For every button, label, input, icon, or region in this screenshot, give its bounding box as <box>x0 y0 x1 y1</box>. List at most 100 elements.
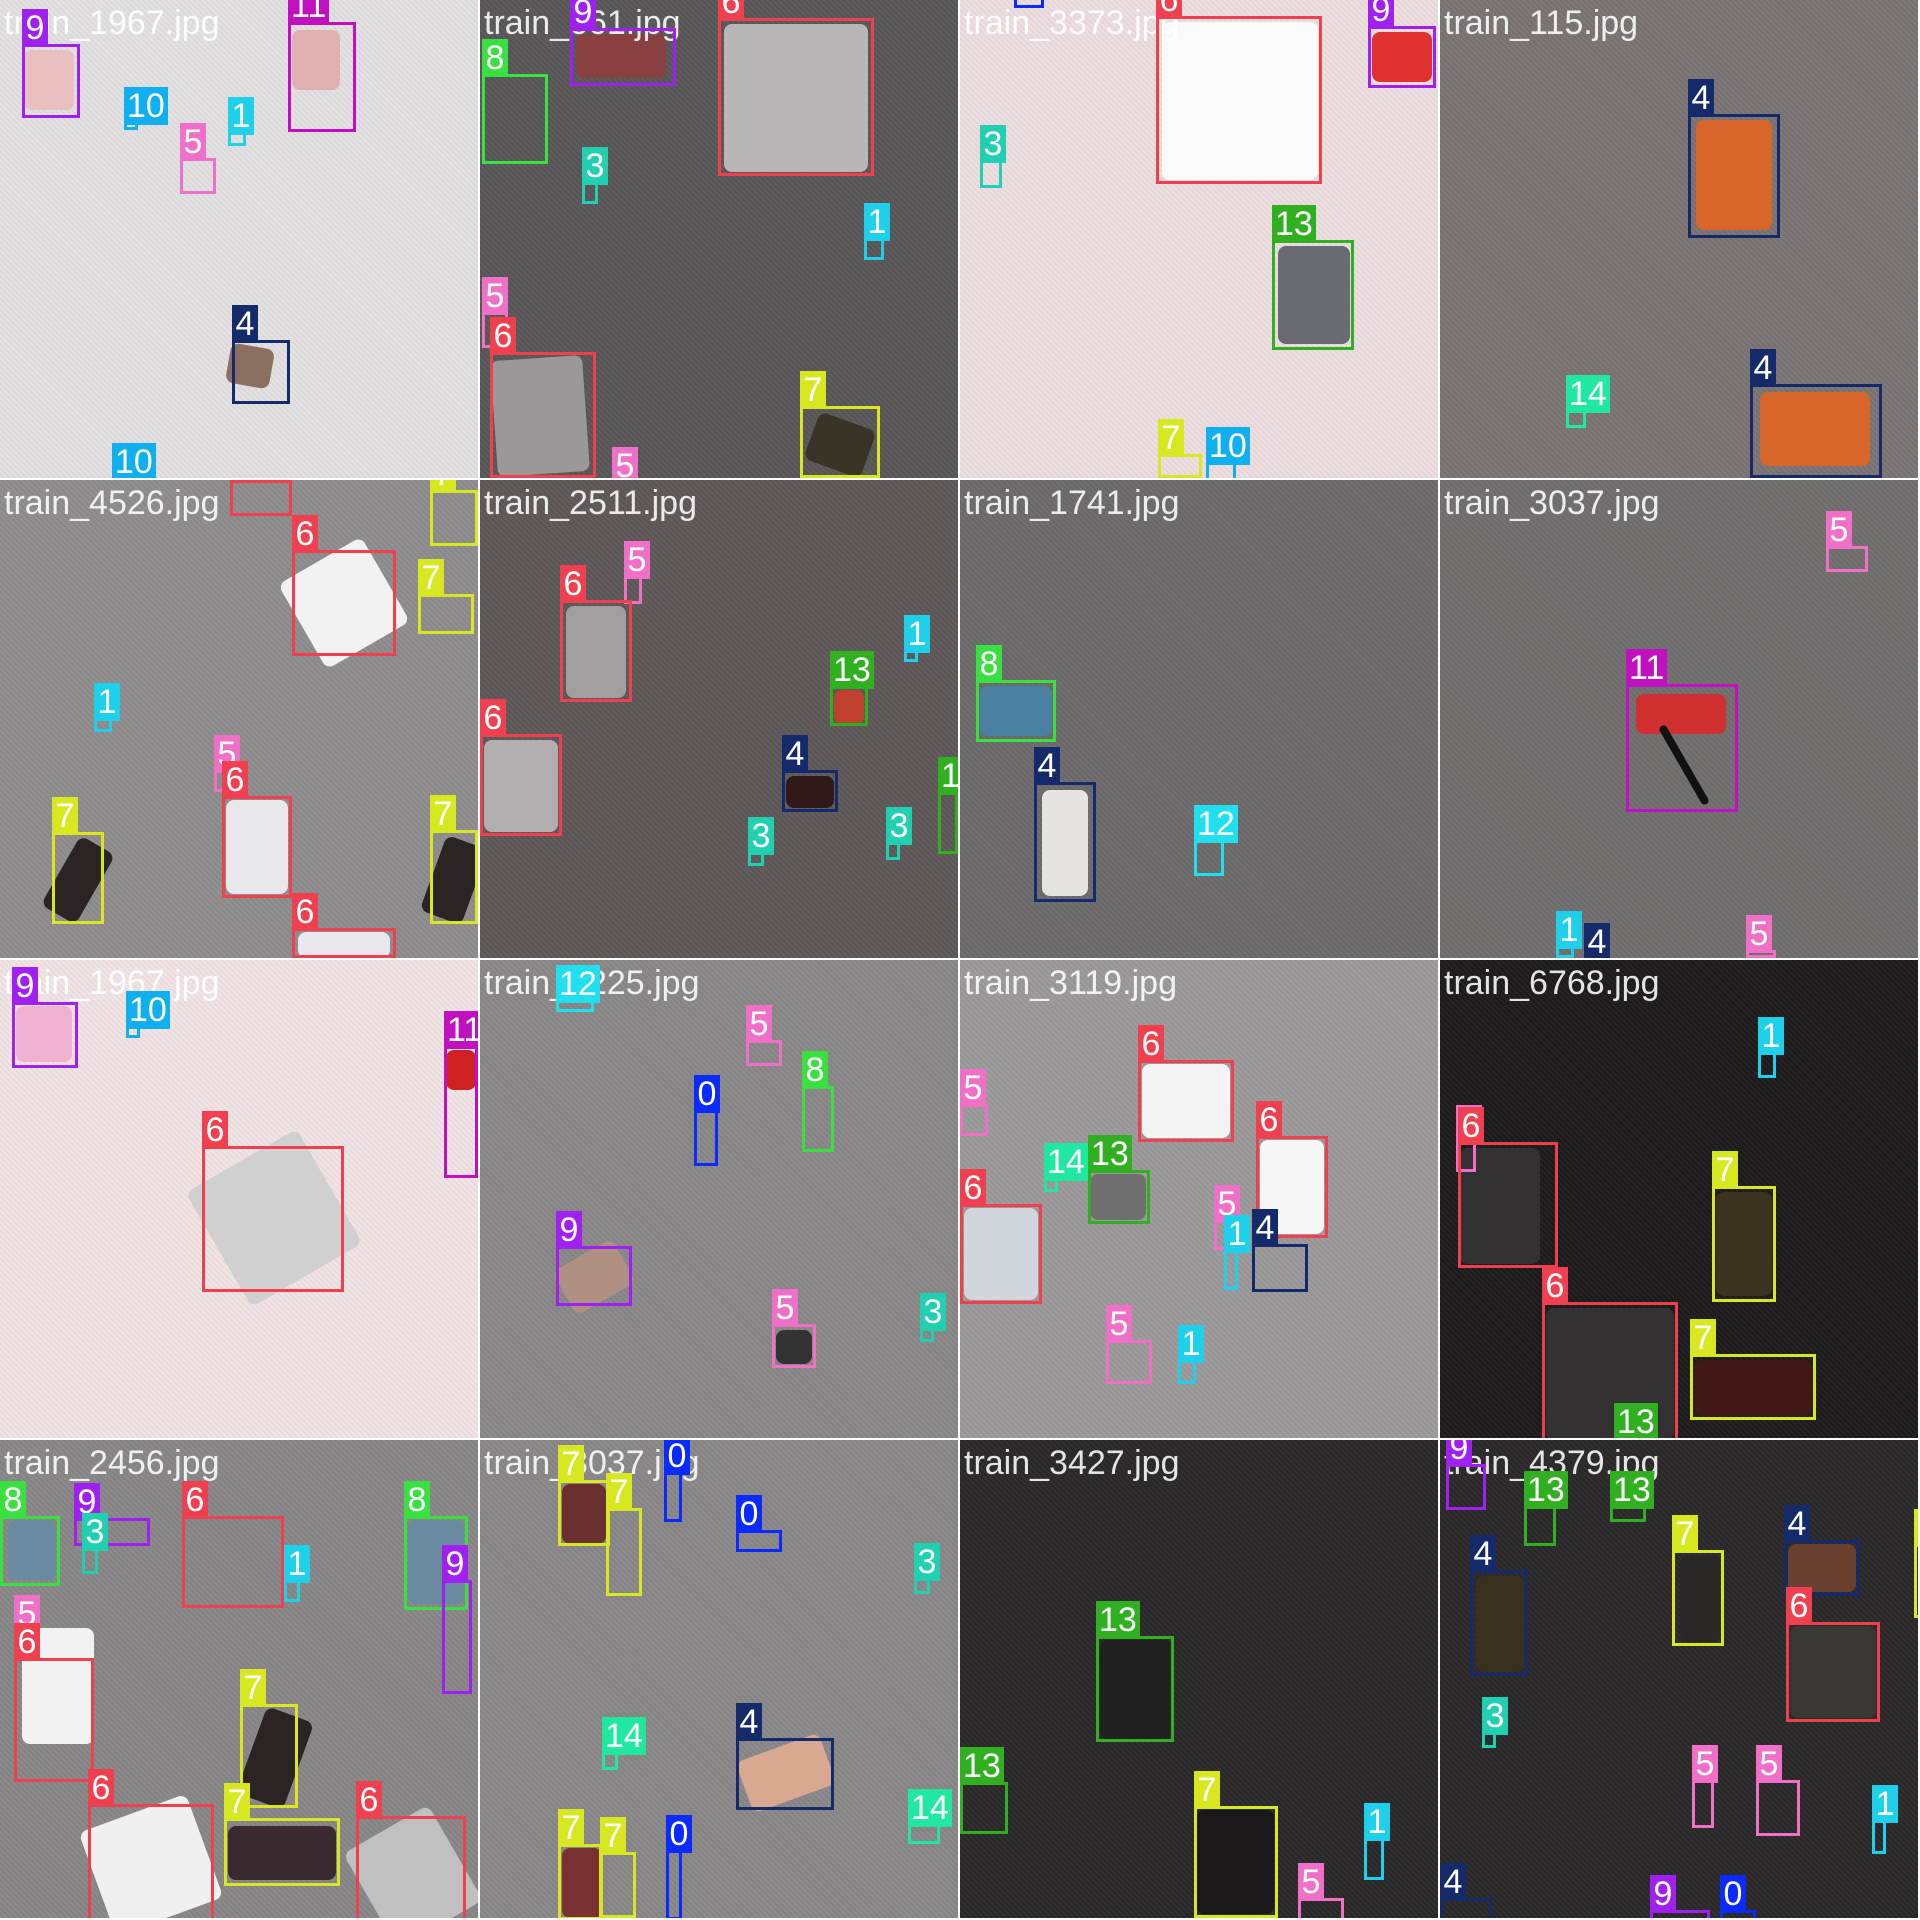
scene-object <box>786 776 834 808</box>
class-label: 5 <box>1826 511 1852 549</box>
bounding-box: 0 <box>736 1495 782 1552</box>
bounding-box: 11 <box>444 1011 478 1178</box>
class-label: 4 <box>1034 747 1060 785</box>
class-label: 4 <box>1470 1535 1496 1573</box>
bounding-box: 4 <box>1688 79 1780 238</box>
bounding-box: 9 <box>1446 1440 1486 1510</box>
scene-object <box>298 932 390 958</box>
class-label: 12 <box>1194 805 1238 843</box>
scene-object <box>1696 120 1772 230</box>
class-label: 14 <box>908 1789 952 1827</box>
bounding-box: 1 <box>904 615 930 662</box>
bounding-box: 13 <box>938 757 958 854</box>
class-label: 3 <box>748 817 774 855</box>
class-label: 4 <box>1688 79 1714 117</box>
class-label: 5 <box>960 1069 986 1107</box>
bounding-box: 5 <box>746 1005 782 1066</box>
bounding-box: 13 <box>830 651 874 726</box>
image-tile: train_3119.jpg 6 5 14 13 6 6 5 4 1 5 1 <box>960 960 1438 1438</box>
bounding-box: 7 <box>430 480 478 546</box>
class-label: 1 <box>1178 1325 1204 1363</box>
class-label: 5 <box>772 1289 798 1327</box>
bounding-box: 4 <box>1784 1505 1860 1596</box>
scene-object <box>834 690 864 724</box>
class-label: 6 <box>1156 0 1182 19</box>
scene-object <box>292 30 340 90</box>
bounding-box: 12 <box>556 965 600 1012</box>
bounding-box: 11 <box>288 0 356 132</box>
bounding-box: 1 <box>1758 1017 1784 1078</box>
bounding-box: 7 <box>1672 1515 1724 1646</box>
bounding-box: 3 <box>1482 1697 1508 1748</box>
bounding-box: 13 <box>1272 205 1354 350</box>
class-label: 6 <box>356 1781 382 1819</box>
class-label: 14 <box>602 1717 646 1755</box>
class-label: 5 <box>612 447 638 478</box>
class-label: 14 <box>1044 1143 1088 1181</box>
class-label: 7 <box>558 1809 584 1847</box>
bounding-box: 6 <box>292 893 396 958</box>
class-label: 9 <box>1446 1440 1472 1467</box>
tile-filename: train_2511.jpg <box>484 484 697 522</box>
class-label: 8 <box>802 1051 828 1089</box>
scene-object <box>1142 1064 1230 1138</box>
class-label: 13 <box>1614 1403 1658 1438</box>
class-label: 7 <box>240 1669 266 1707</box>
tile-filename: train_4526.jpg <box>4 484 220 522</box>
bounding-box: 6 <box>14 1623 94 1782</box>
class-label: 7 <box>52 797 78 835</box>
bounding-box: 7 <box>1914 1509 1918 1618</box>
bounding-box: 13 <box>1096 1601 1174 1742</box>
scene-object <box>1716 1192 1772 1296</box>
class-label: 1 <box>1224 1215 1250 1253</box>
tile-filename: train_1741.jpg <box>964 484 1180 522</box>
tile-texture <box>480 480 958 958</box>
scene-object <box>1694 1360 1812 1416</box>
class-label: 0 <box>666 1815 692 1853</box>
class-label: 12 <box>556 965 600 1003</box>
class-label: 1 <box>94 683 120 721</box>
scene-object <box>1100 1640 1172 1740</box>
image-tile: train_2456.jpg 8 9 6 8 3 1 9 5 6 7 6 7 6 <box>0 1440 478 1918</box>
class-label: 10 <box>124 87 168 125</box>
bounding-box: 5 <box>180 123 216 194</box>
bounding-box: 1 <box>1224 1215 1250 1290</box>
class-label: 6 <box>292 893 318 931</box>
scene-object <box>1196 1810 1274 1914</box>
class-label: 1 <box>904 615 930 653</box>
class-label: 4 <box>1784 1505 1810 1543</box>
bounding-box: 1 <box>228 97 254 146</box>
image-tile: train_1967.jpg 9 10 11 6 <box>0 960 478 1438</box>
tile-filename: train_3373.jpg <box>964 4 1180 42</box>
class-label: 8 <box>482 39 508 77</box>
bounding-box: 10 <box>1206 427 1250 478</box>
image-tile: train_115.jpg 4 14 4 <box>1440 0 1918 478</box>
bounding-box: 9 <box>556 1211 632 1306</box>
image-tile: train_3427.jpg 13 13 7 5 1 <box>960 1440 1438 1918</box>
image-tile: train_2511.jpg56113641333 <box>480 480 958 958</box>
class-label: 9 <box>22 9 48 47</box>
class-label: 1 <box>228 97 254 135</box>
class-label: 9 <box>556 1211 582 1249</box>
class-label: 3 <box>980 125 1006 163</box>
class-label: 4 <box>1440 1863 1466 1901</box>
bounding-box: 7 <box>1194 1771 1278 1918</box>
class-label: 3 <box>914 1543 940 1581</box>
bounding-box: 3 <box>914 1543 940 1594</box>
bounding-box: 4 <box>232 305 290 404</box>
bounding-box: 6 <box>560 565 632 702</box>
bounding-box: 7 <box>240 1669 298 1808</box>
bounding-box: 0 <box>694 1075 720 1166</box>
image-tile: train_6768.jpg15676713 <box>1440 960 1918 1438</box>
bounding-box: 1 <box>1178 1325 1204 1384</box>
tile-texture <box>480 960 958 1438</box>
scene-object <box>1372 32 1432 82</box>
class-label: 1 <box>864 203 890 241</box>
bounding-box: 3 <box>920 1293 946 1342</box>
tile-filename: train_6768.jpg <box>1444 964 1660 1002</box>
class-label: 6 <box>1786 1587 1812 1625</box>
class-label: 13 <box>1610 1471 1654 1509</box>
class-label: 4 <box>782 735 808 773</box>
class-label: 5 <box>1746 915 1772 953</box>
